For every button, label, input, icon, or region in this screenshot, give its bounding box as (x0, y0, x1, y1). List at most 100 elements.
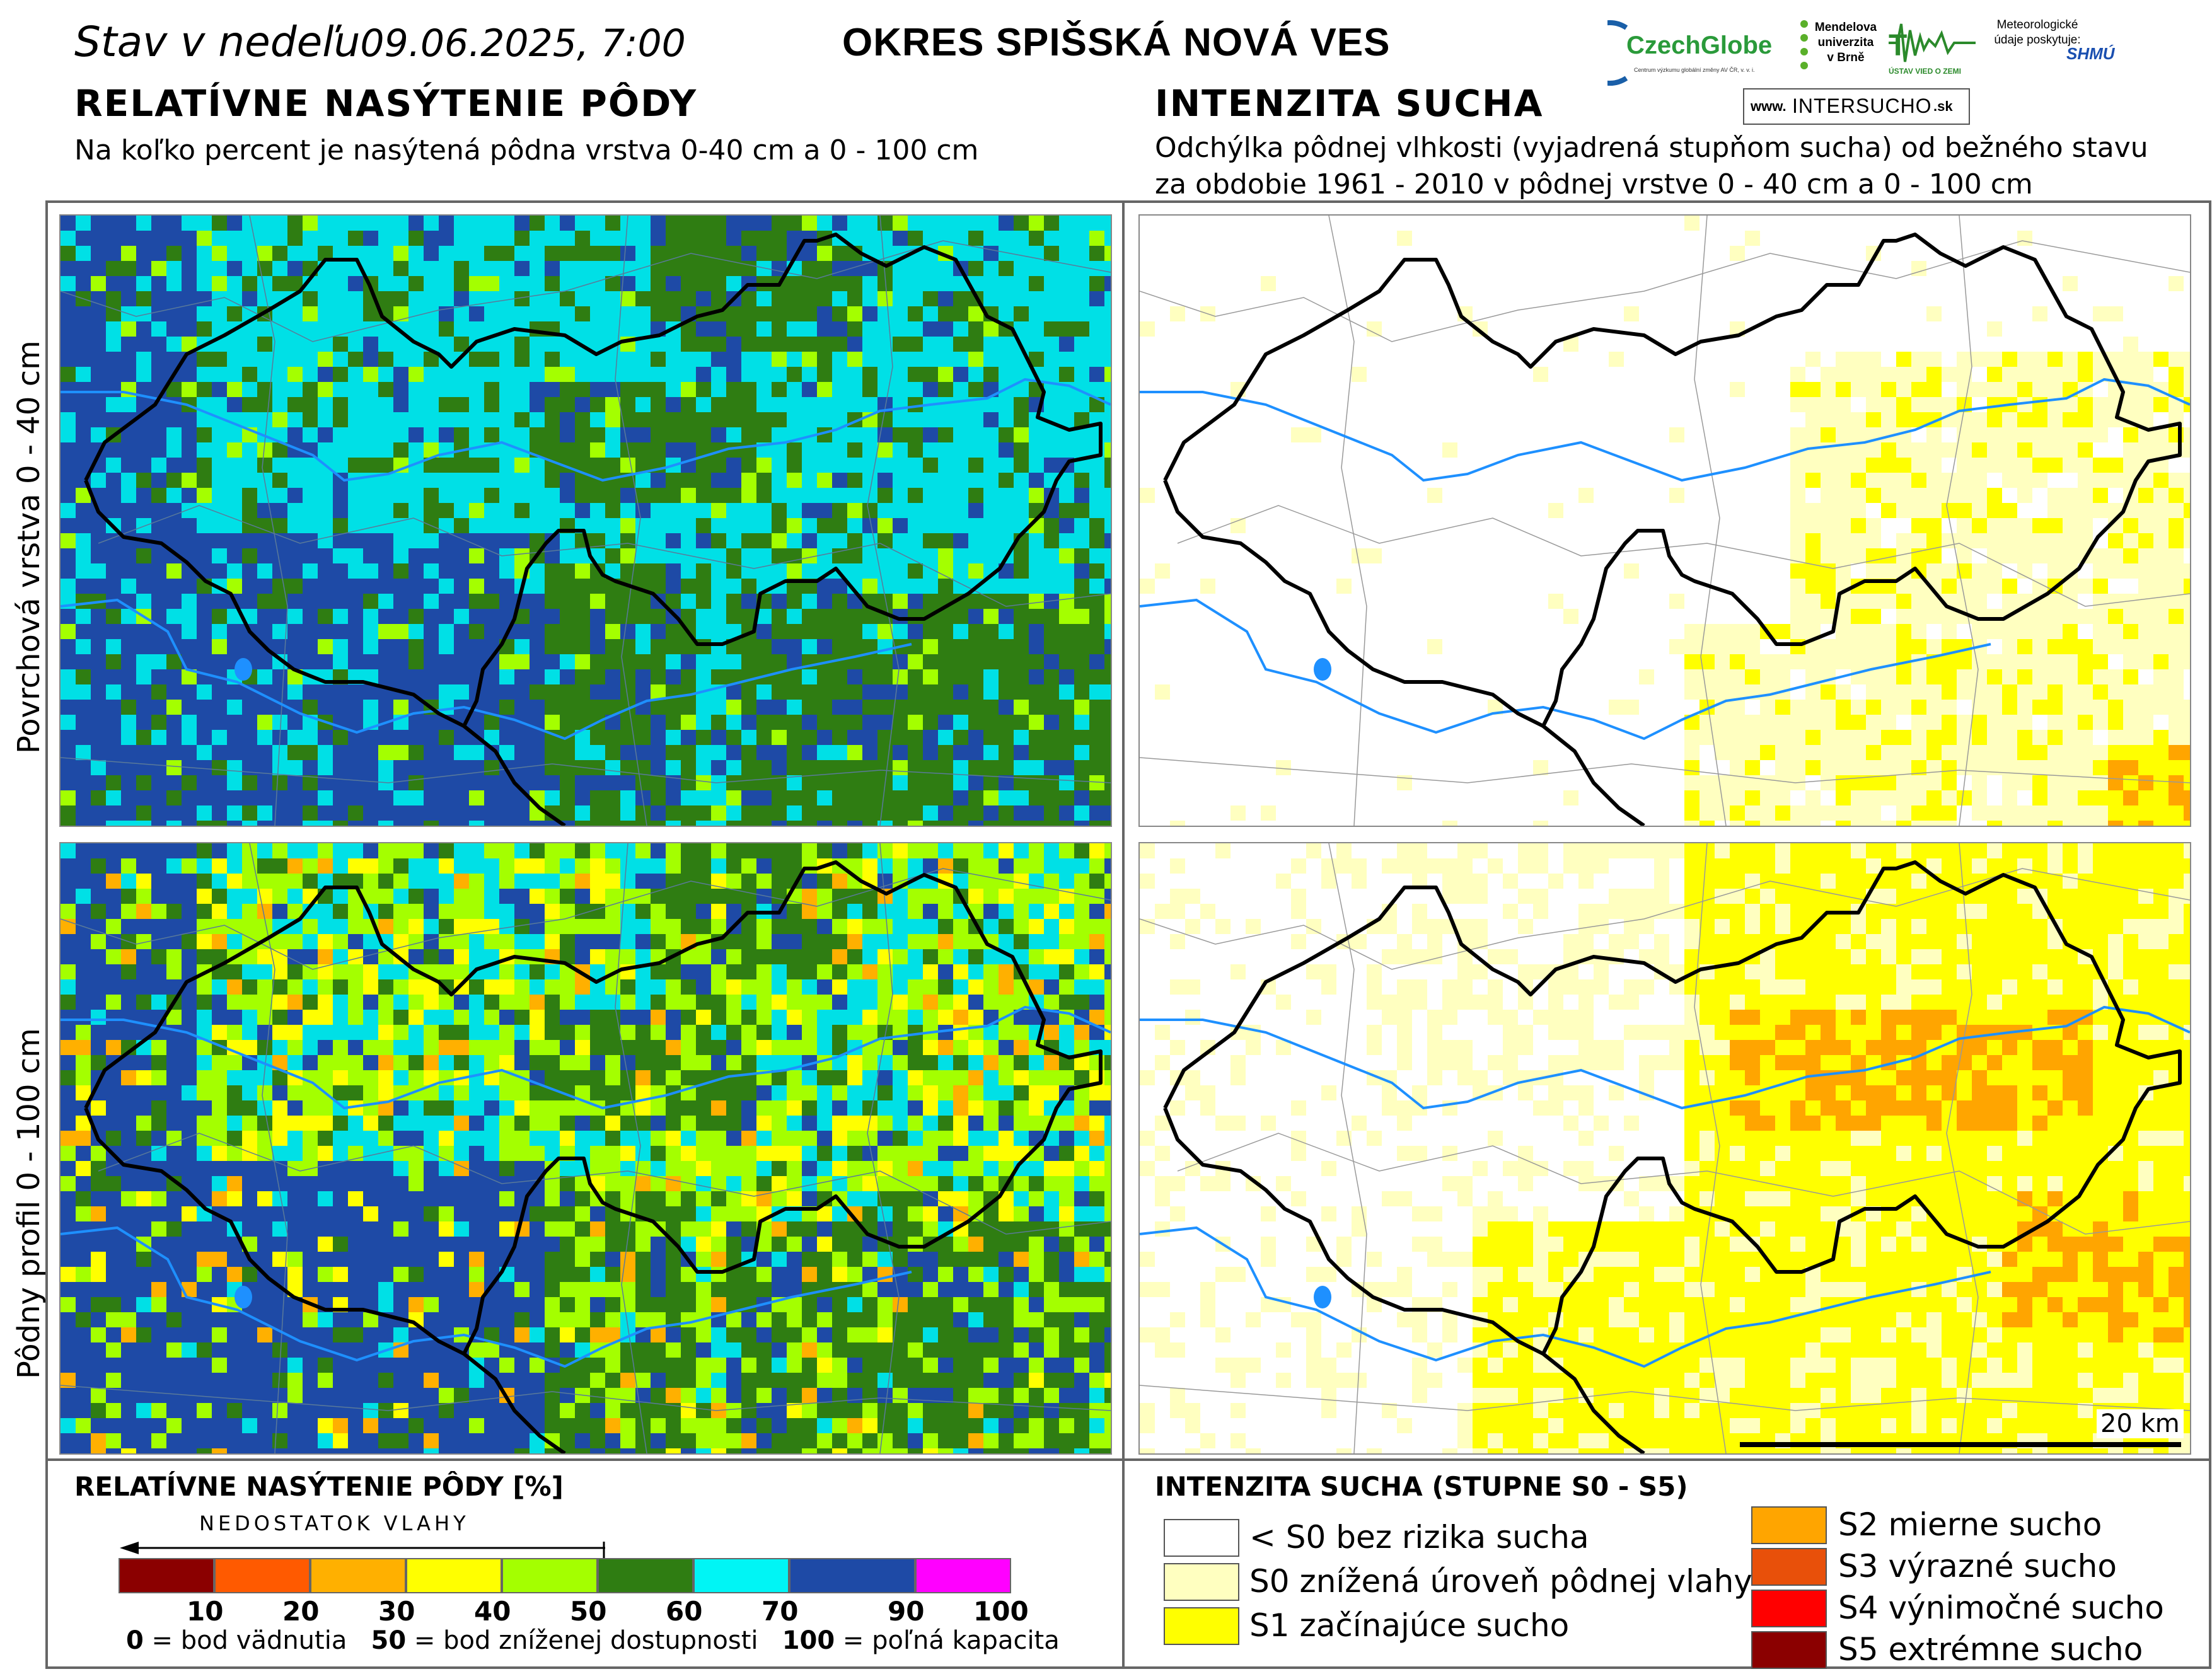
map-grid-cell (2078, 488, 2093, 503)
map-grid-cell (635, 639, 651, 654)
map-grid-cell (1805, 382, 1821, 397)
map-grid-cell (1563, 503, 1578, 518)
map-grid-cell (166, 563, 182, 579)
map-grid-cell (408, 790, 424, 805)
map-grid-cell (953, 700, 968, 715)
map-grid-cell (1014, 654, 1029, 669)
map-grid-cell (1442, 488, 1457, 503)
map-grid-cell (303, 337, 318, 352)
map-grid-cell (817, 337, 832, 352)
map-grid-cell (1578, 458, 1594, 473)
map-grid-cell (1881, 548, 1896, 563)
map-grid-cell (1261, 533, 1276, 548)
map-grid-cell (182, 790, 197, 805)
map-grid-cell (1745, 473, 1760, 488)
map-grid-cell (1533, 261, 1548, 276)
map-grid-cell (1942, 261, 1957, 276)
map-grid-cell (1911, 473, 1926, 488)
map-grid-cell (272, 231, 287, 246)
map-grid-cell (651, 684, 666, 700)
map-grid-cell (1059, 216, 1074, 231)
map-grid-cell (1851, 548, 1866, 563)
map-grid-cell (151, 805, 166, 821)
map-grid-cell (1548, 579, 1563, 594)
map-grid-cell (726, 488, 741, 503)
map-grid-cell (1533, 367, 1548, 382)
map-grid-cell (1700, 518, 1715, 533)
map-grid-cell (787, 548, 802, 563)
map-grid-cell (681, 231, 696, 246)
map-grid-cell (1044, 276, 1059, 291)
map-grid-cell (1518, 337, 1533, 352)
map-grid-cell (151, 579, 166, 594)
map-grid-cell (227, 367, 242, 382)
map-grid-cell (1624, 473, 1639, 488)
map-grid-cell (2153, 246, 2169, 261)
map-grid-cell (257, 488, 272, 503)
map-grid-cell (1821, 382, 1836, 397)
map-grid-cell (2093, 639, 2108, 654)
map-grid-cell (1029, 321, 1044, 337)
map-grid-cell (2002, 639, 2017, 654)
map-grid-cell (454, 397, 469, 412)
map-grid-cell (530, 745, 545, 760)
map-grid-cell (999, 609, 1014, 624)
map-grid-cell (272, 609, 287, 624)
uvz-text: ÚSTAV VIED O ZEMI (1889, 67, 1961, 76)
map-grid-cell (182, 730, 197, 745)
map-grid-cell (590, 775, 605, 790)
map-grid-cell (923, 427, 938, 442)
map-grid-cell (1624, 352, 1639, 367)
map-grid-cell (212, 805, 227, 821)
map-grid-cell (953, 715, 968, 730)
map-grid-cell (378, 760, 393, 775)
map-grid-cell (1104, 669, 1120, 684)
map-grid-cell (318, 488, 333, 503)
map-grid-cell (1473, 367, 1488, 382)
map-grid-cell (2153, 473, 2169, 488)
map-grid-cell (1669, 246, 1684, 261)
map-grid-cell (2169, 563, 2184, 579)
map-grid-cell (1029, 261, 1044, 276)
map-grid-cell (1790, 412, 1805, 427)
map-grid-cell (711, 563, 726, 579)
map-grid-cell (1926, 609, 1942, 624)
map-grid-cell (1896, 594, 1911, 609)
map-grid-cell (1760, 367, 1775, 382)
map-grid-cell (1488, 654, 1503, 669)
map-grid-cell (847, 563, 862, 579)
map-grid-cell (121, 639, 136, 654)
map-grid-cell (106, 231, 121, 246)
map-grid-cell (1563, 216, 1578, 231)
map-grid-cell (1957, 548, 1972, 563)
map-grid-cell (166, 805, 182, 821)
map-grid-cell (635, 594, 651, 609)
map-grid-cell (1140, 639, 1155, 654)
map-grid-cell (908, 216, 923, 231)
map-grid-cell (1200, 261, 1215, 276)
map-grid-cell (182, 427, 197, 442)
map-grid-cell (424, 654, 439, 669)
map-grid-cell (711, 821, 726, 836)
map-grid-cell (2138, 397, 2153, 412)
map-grid-cell (1669, 503, 1684, 518)
map-grid-cell (136, 276, 151, 291)
map-grid-cell (1972, 594, 1987, 609)
map-grid-cell (1089, 624, 1104, 639)
map-grid-cell (439, 548, 454, 563)
road-line (98, 505, 1111, 607)
map-grid-cell (1352, 412, 1367, 427)
map-grid-cell (983, 216, 999, 231)
map-grid-cell (151, 594, 166, 609)
map-grid-cell (1044, 397, 1059, 412)
map-grid-cell (469, 503, 484, 518)
map-grid-cell (333, 458, 348, 473)
map-grid-cell (1715, 654, 1730, 669)
map-grid-cell (242, 352, 257, 367)
map-grid-cell (318, 352, 333, 367)
map-grid-cell (968, 684, 983, 700)
map-grid-cell (1457, 442, 1473, 458)
map-grid-cell (514, 352, 530, 367)
map-grid-cell (2138, 533, 2153, 548)
map-grid-cell (681, 473, 696, 488)
